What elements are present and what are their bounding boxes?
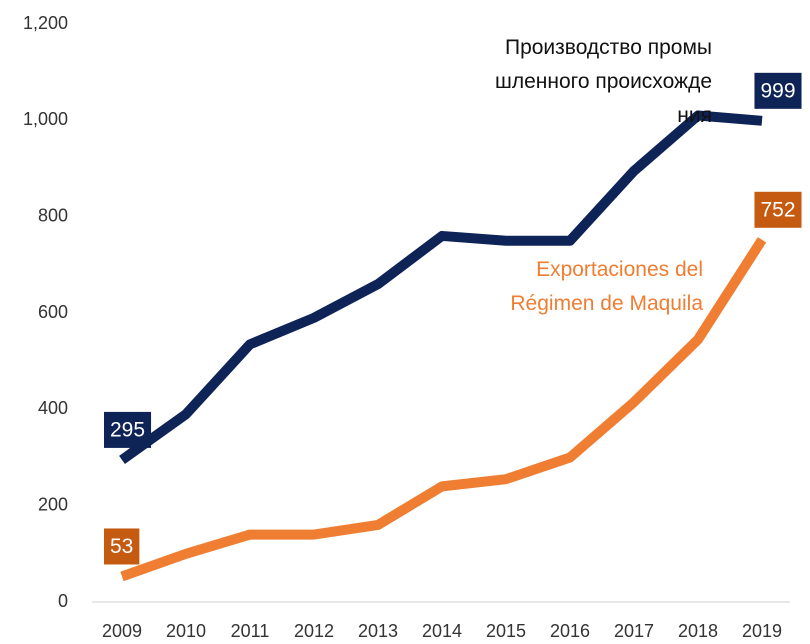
series-label: Exportaciones del Régimen de Maquila <box>510 258 703 315</box>
data-label: 295 <box>110 418 145 441</box>
y-tick-label: 600 <box>38 302 68 322</box>
line <box>119 110 763 464</box>
data-label: 999 <box>760 79 795 102</box>
x-tick-label: 2015 <box>486 621 526 641</box>
y-tick-label: 800 <box>38 205 68 225</box>
data-label-box <box>754 191 802 228</box>
data-label-box <box>104 528 140 565</box>
line <box>120 237 767 582</box>
data-label-box <box>104 411 152 448</box>
data-label-group: 752 <box>754 191 802 228</box>
x-tick-label: 2014 <box>422 621 462 641</box>
data-label-group: 53 <box>104 528 140 565</box>
x-tick-label: 2011 <box>231 621 270 641</box>
x-tick-label: 2017 <box>614 621 654 641</box>
x-tick-label: 2018 <box>678 621 718 641</box>
x-tick-label: 2009 <box>102 621 142 641</box>
data-label-box <box>754 72 802 109</box>
y-tick-label: 1,000 <box>23 109 68 129</box>
x-tick-label: 2013 <box>358 621 398 641</box>
x-tick-label: 2012 <box>294 621 334 641</box>
x-tick-label: 2016 <box>550 621 590 641</box>
y-tick-label: 200 <box>38 494 68 514</box>
data-label: 53 <box>110 535 133 558</box>
x-tick-label: 2010 <box>166 621 206 641</box>
data-label: 752 <box>760 198 795 221</box>
y-tick-label: 0 <box>58 591 68 611</box>
y-tick-label: 400 <box>38 398 68 418</box>
series-label: Производство промы шленного происхожде н… <box>494 36 712 127</box>
data-label-group: 999 <box>754 72 802 109</box>
data-label-group: 295 <box>104 411 152 448</box>
y-tick-label: 1,200 <box>23 13 68 33</box>
x-tick-label: 2019 <box>742 621 782 641</box>
